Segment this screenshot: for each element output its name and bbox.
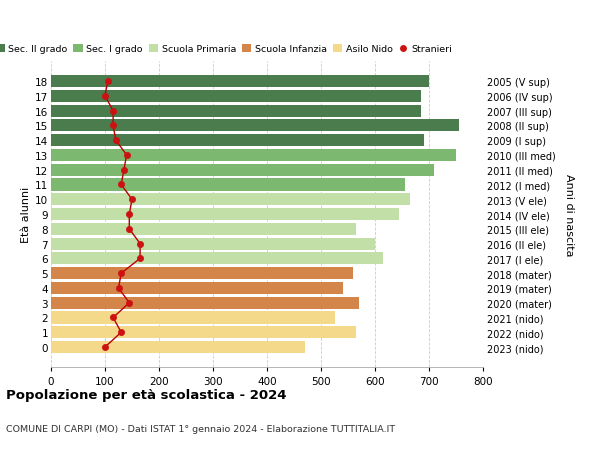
Bar [51, 120, 459, 132]
Bar [51, 194, 410, 206]
Bar [51, 297, 359, 309]
Legend: Sec. II grado, Sec. I grado, Scuola Primaria, Scuola Infanzia, Asilo Nido, Stran: Sec. II grado, Sec. I grado, Scuola Prim… [0, 45, 452, 54]
Bar [51, 223, 356, 235]
Text: Popolazione per età scolastica - 2024: Popolazione per età scolastica - 2024 [6, 388, 287, 401]
Bar [51, 135, 424, 147]
Bar [51, 312, 335, 324]
Bar [51, 105, 421, 118]
Bar [51, 208, 400, 221]
Bar [51, 341, 305, 353]
Bar [51, 238, 375, 250]
Bar [51, 150, 456, 162]
Bar [51, 253, 383, 265]
Text: COMUNE DI CARPI (MO) - Dati ISTAT 1° gennaio 2024 - Elaborazione TUTTITALIA.IT: COMUNE DI CARPI (MO) - Dati ISTAT 1° gen… [6, 425, 395, 434]
Y-axis label: Età alunni: Età alunni [21, 186, 31, 243]
Bar [51, 76, 429, 88]
Bar [51, 90, 421, 103]
Bar [51, 164, 434, 176]
Bar [51, 268, 353, 280]
Bar [51, 282, 343, 294]
Bar [51, 179, 405, 191]
Y-axis label: Anni di nascita: Anni di nascita [564, 174, 574, 256]
Bar [51, 326, 356, 339]
